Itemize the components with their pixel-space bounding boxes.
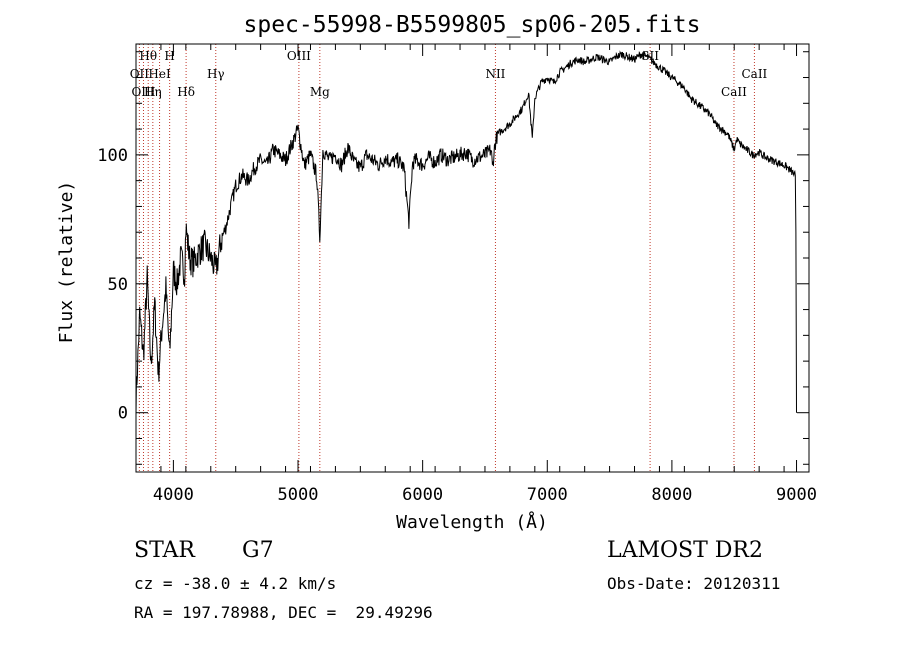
axis-ticks-layer: 4000 5000 6000 7000 8000 9000 0 50 100: [97, 44, 817, 505]
spectral-line-label: Hγ: [207, 67, 225, 81]
plot-frame: [135, 43, 810, 473]
chart-title: spec-55998-B5599805_sp06-205.fits: [244, 12, 701, 38]
x-tick-label: 6000: [402, 485, 443, 505]
spectral-line-label: CaII: [741, 67, 767, 81]
ra-dec: RA = 197.78988, DEC = 29.49296: [134, 603, 433, 622]
x-axis-label: Wavelength (Å): [396, 511, 548, 533]
x-tick-label: 9000: [776, 485, 817, 505]
spectral-line-label: OIII: [287, 49, 311, 63]
spectral-line-label: CaII: [721, 85, 747, 99]
object-subclass: G7: [242, 538, 274, 563]
y-tick-label: 100: [97, 146, 128, 166]
object-class: STAR: [134, 538, 195, 563]
x-tick-label: 8000: [651, 485, 692, 505]
redshift-cz: cz = -38.0 ± 4.2 km/s: [134, 574, 337, 593]
spectral-line-label: Hθ: [139, 49, 157, 63]
spectral-line-label: HeI: [148, 67, 171, 81]
spectral-line-label: OIII: [131, 85, 155, 99]
x-tick-label: 4000: [153, 485, 194, 505]
survey-name: LAMOST DR2: [607, 538, 763, 563]
spectral-line-label: Hδ: [177, 85, 195, 99]
y-tick-label: 50: [108, 275, 128, 295]
y-tick-label: 0: [118, 404, 128, 424]
spectral-line-label: SII: [641, 49, 659, 63]
spectral-line-label: Mg: [310, 85, 330, 99]
spectrum-chart: spec-55998-B5599805_sp06-205.fits Hθ H OII…: [56, 12, 817, 533]
x-tick-label: 5000: [278, 485, 319, 505]
spectral-line-label: H: [164, 49, 174, 63]
spectral-line-label: Hη: [144, 85, 162, 99]
obs-date: Obs-Date: 20120311: [607, 574, 781, 593]
spectral-line-label: OII: [130, 67, 150, 81]
flux-series-line: [135, 50, 797, 416]
spectral-line-label: NII: [485, 67, 505, 81]
y-axis-label: Flux (relative): [56, 181, 77, 344]
x-tick-label: 7000: [527, 485, 568, 505]
